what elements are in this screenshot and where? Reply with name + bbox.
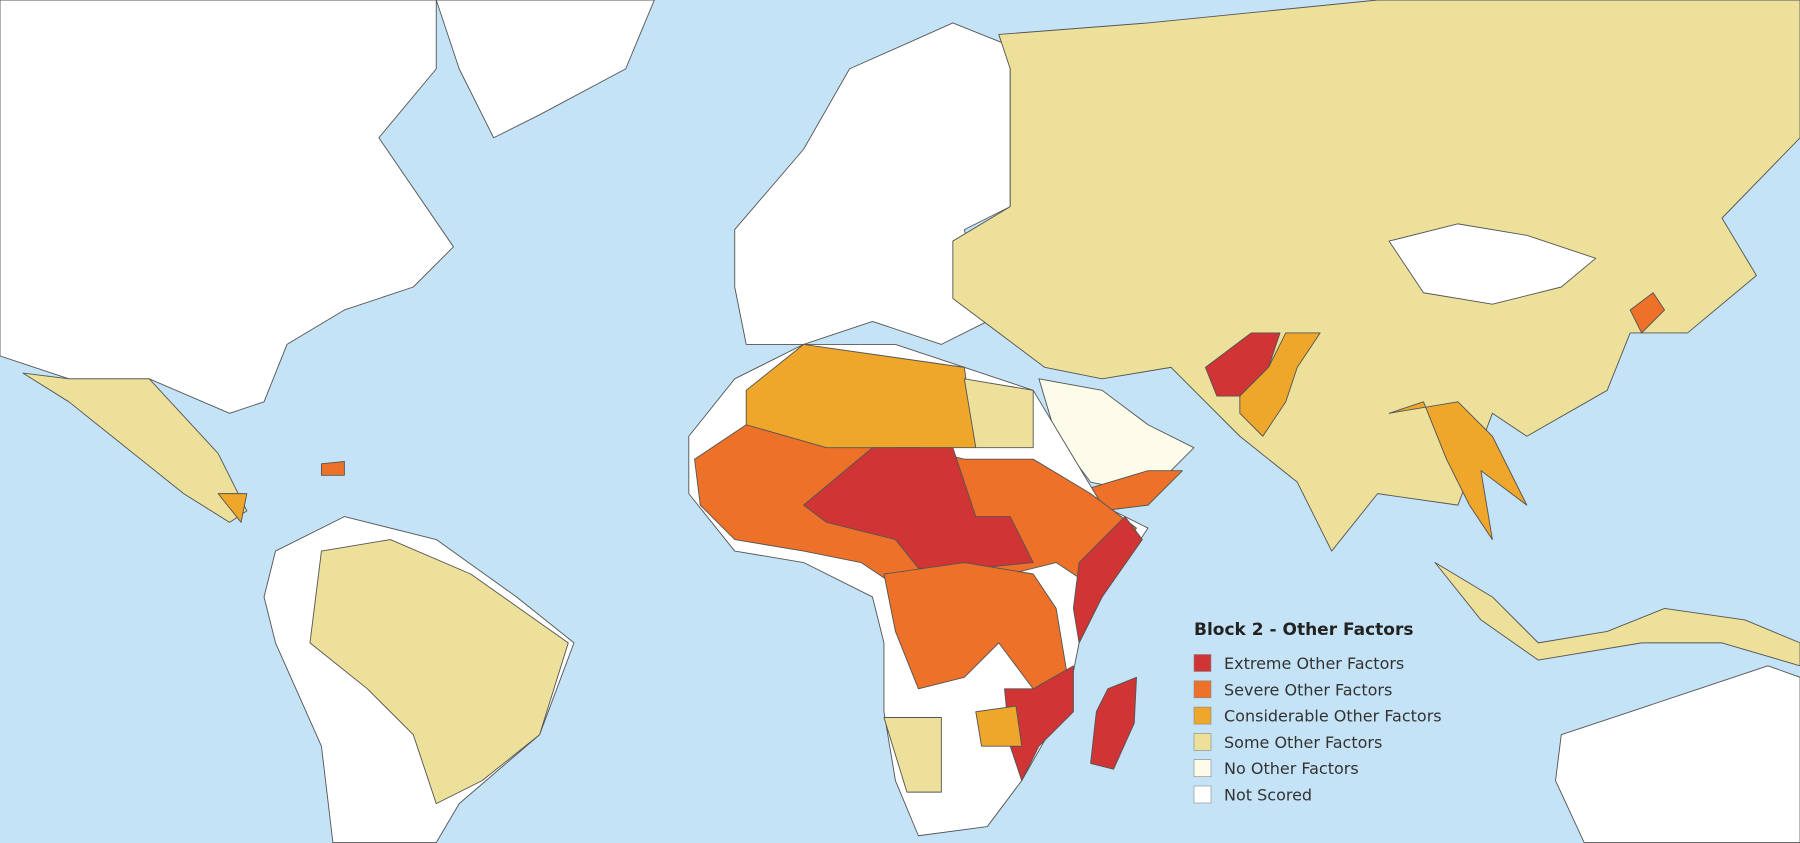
legend-swatch xyxy=(1193,733,1212,751)
zimbabwe xyxy=(975,705,1023,747)
legend-label: Severe Other Factors xyxy=(1224,680,1392,699)
pakistan xyxy=(1239,332,1321,437)
namibia xyxy=(883,717,942,793)
legend-swatch xyxy=(1193,706,1212,725)
mozambique xyxy=(1004,665,1074,782)
central-africa xyxy=(803,447,1034,569)
legend-swatch xyxy=(1193,785,1212,804)
mongolia xyxy=(1388,223,1597,305)
legend: Block 2 - Other Factors Extreme Other Fa… xyxy=(1193,620,1442,805)
legend-label: Not Scored xyxy=(1224,786,1312,805)
egypt xyxy=(963,378,1034,449)
greenland xyxy=(435,0,655,139)
north-korea xyxy=(1629,292,1666,334)
legend-label: Extreme Other Factors xyxy=(1224,654,1404,673)
legend-swatch xyxy=(1193,654,1212,672)
southeast-asia xyxy=(1388,401,1528,541)
haiti xyxy=(320,461,345,476)
indonesia xyxy=(1434,562,1800,667)
legend-label: Considerable Other Factors xyxy=(1224,707,1442,726)
russia-asia xyxy=(952,0,1800,552)
madagascar xyxy=(1090,676,1137,770)
australia xyxy=(1555,665,1800,843)
legend-swatch xyxy=(1193,759,1212,778)
somalia xyxy=(1072,516,1143,644)
legend-label: Some Other Factors xyxy=(1224,733,1382,752)
brazil xyxy=(309,539,569,805)
legend-swatch xyxy=(1193,680,1212,699)
honduras xyxy=(217,493,248,523)
legend-title: Block 2 - Other Factors xyxy=(1194,620,1413,640)
legend-label: No Other Factors xyxy=(1224,759,1359,778)
